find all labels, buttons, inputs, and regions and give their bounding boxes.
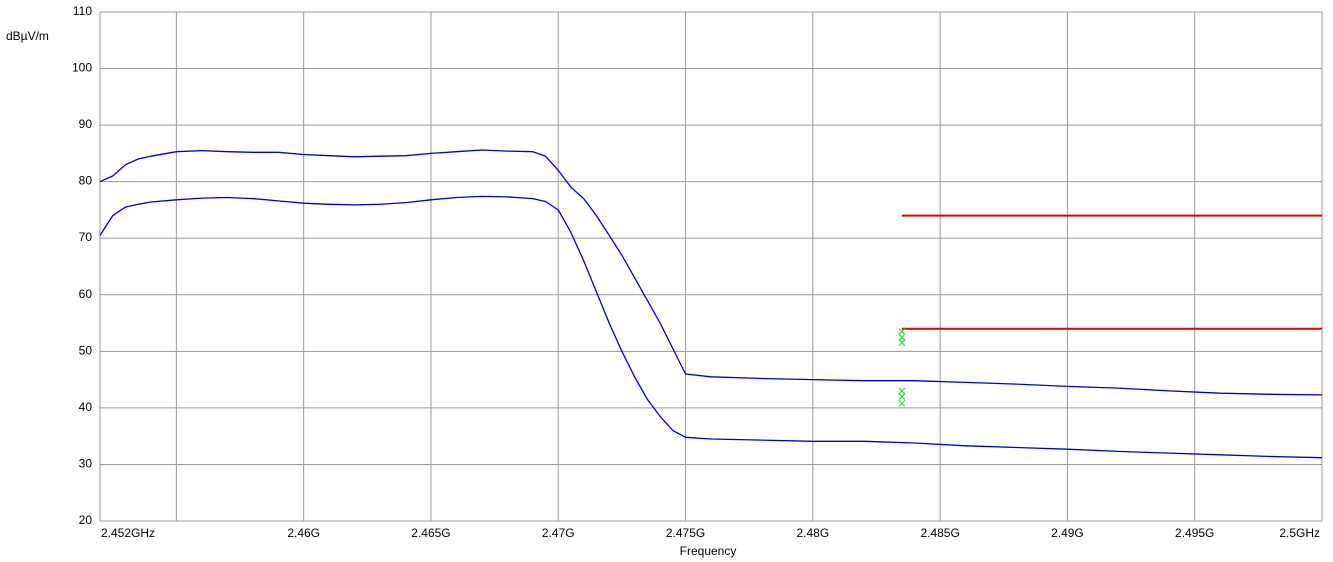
limit-lines	[901, 214, 1322, 330]
tick-labels: 2.452GHz 2.46G 2.465G 2.47G 2.475G 2.48G 2.485…	[72, 4, 1320, 540]
y-tick-label: 20	[79, 513, 93, 527]
y-tick-label: 70	[79, 230, 93, 244]
y-tick-label: 100	[72, 61, 92, 75]
y-tick-label: 40	[79, 400, 93, 414]
y-tick-label: 110	[73, 4, 92, 18]
x-tick-label: 2.5GHz	[1279, 526, 1320, 540]
x-tick-label: 2.47G	[542, 526, 575, 540]
y-tick-label: 90	[79, 117, 93, 131]
y-axis-label: dBµV/m	[6, 29, 49, 43]
marker-x	[898, 393, 906, 401]
x-axis-label: Frequency	[680, 544, 737, 558]
plot-frame	[99, 11, 1323, 522]
trace-line-2	[99, 195, 1323, 459]
x-tick-label: 2.452GHz	[101, 526, 155, 540]
marker-x	[898, 387, 906, 395]
marker-x	[898, 399, 906, 407]
x-tick-label: 2.495G	[1175, 526, 1214, 540]
y-tick-label: 30	[79, 456, 93, 470]
x-tick-label: 2.475G	[666, 526, 705, 540]
x-tick-label: 2.485G	[920, 526, 959, 540]
marker-x	[898, 333, 906, 341]
y-tick-label: 80	[79, 174, 93, 188]
grid	[99, 11, 1323, 522]
marker-x	[898, 328, 906, 335]
x-tick-label: 2.465G	[411, 526, 450, 540]
traces	[99, 149, 1323, 459]
x-tick-label: 2.46G	[287, 526, 320, 540]
y-tick-label: 50	[79, 343, 93, 357]
y-tick-label: 60	[79, 287, 93, 301]
x-tick-label: 2.49G	[1051, 526, 1084, 540]
x-tick-label: 2.48G	[796, 526, 829, 540]
marker-x	[898, 339, 906, 347]
trace-line-1	[99, 149, 1323, 396]
measurement-markers	[898, 328, 906, 407]
